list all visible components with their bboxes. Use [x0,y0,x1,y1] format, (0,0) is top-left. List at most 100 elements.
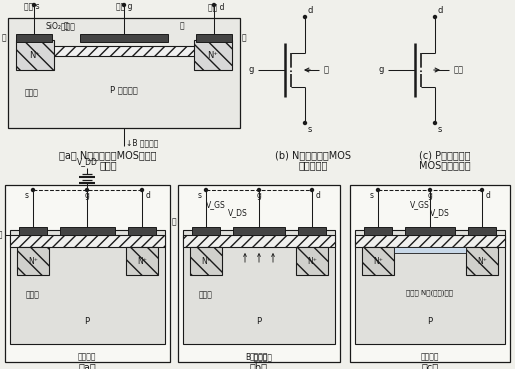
Bar [190,247,222,275]
Text: N⁺: N⁺ [137,256,147,266]
Bar [355,235,505,247]
Text: d: d [146,190,150,200]
Text: 铝: 铝 [2,34,6,42]
Bar [468,227,496,235]
Text: s: s [370,190,374,200]
Text: d: d [438,6,443,15]
Bar [350,185,510,362]
Text: 衬: 衬 [324,66,329,75]
Text: B 衬底引线: B 衬底引线 [246,352,272,362]
Bar [178,185,340,362]
Circle shape [123,3,126,7]
Text: （b）: （b） [250,362,268,369]
Text: s: s [308,125,313,134]
Text: N⁺: N⁺ [208,51,218,59]
Text: SiO₂绝缘层: SiO₂绝缘层 [45,21,75,31]
Text: V_GS: V_GS [410,200,430,210]
Circle shape [32,3,36,7]
Bar [128,227,156,235]
Text: （a） N沟道增强型MOS管结构: （a） N沟道增强型MOS管结构 [59,150,157,160]
Text: 衬底引线: 衬底引线 [250,352,268,362]
Text: 衬底引线: 衬底引线 [78,352,96,362]
Text: P: P [256,317,262,327]
Bar [10,230,165,344]
Text: N⁺: N⁺ [373,256,383,266]
Text: s: s [438,125,442,134]
Text: 铝: 铝 [242,34,247,42]
Text: N⁺: N⁺ [29,51,41,59]
Bar [10,235,165,247]
Bar [298,227,326,235]
Text: s: s [198,190,202,200]
Text: g: g [256,190,262,200]
Text: V_DS: V_DS [430,208,450,217]
Text: g: g [379,66,384,75]
Text: N⁺: N⁺ [307,256,317,266]
Text: V_GS: V_GS [206,200,226,210]
Text: 耗尽层: 耗尽层 [25,89,39,97]
Text: (c) P沟道增强型: (c) P沟道增强型 [419,150,471,160]
Bar [466,247,498,275]
Text: P: P [427,317,433,327]
Text: N⁺: N⁺ [201,256,211,266]
Text: 铝: 铝 [172,217,177,227]
Text: V_DS: V_DS [228,208,248,217]
Bar [196,34,232,42]
Bar [183,230,335,344]
Bar [183,235,335,247]
Circle shape [311,189,314,192]
Text: d: d [486,190,490,200]
Text: 衬底: 衬底 [454,66,464,75]
Text: 示意图: 示意图 [99,160,117,170]
Bar [194,40,232,70]
Circle shape [434,121,437,124]
Circle shape [31,189,35,192]
Bar [355,230,505,344]
Text: 源极 s: 源极 s [24,2,40,11]
Text: （a）: （a） [78,362,96,369]
Text: s: s [25,190,29,200]
Text: ↓B 衬底引线: ↓B 衬底引线 [126,138,159,148]
Bar [16,34,52,42]
Circle shape [376,189,380,192]
Bar [296,247,328,275]
Bar [19,227,47,235]
Circle shape [213,3,215,7]
Text: 栅极 g: 栅极 g [116,2,132,11]
Circle shape [258,189,261,192]
Bar [394,247,466,253]
Bar [5,185,170,362]
Circle shape [303,121,306,124]
Bar [8,18,240,128]
Text: 二氧化硅: 二氧化硅 [0,231,3,239]
Text: 管代表符号: 管代表符号 [298,160,328,170]
Text: 耗尽层: 耗尽层 [199,290,213,300]
Text: N⁺: N⁺ [28,256,38,266]
Text: d: d [308,6,313,15]
Bar [364,227,392,235]
Circle shape [204,189,208,192]
Bar [80,34,168,42]
Circle shape [428,189,432,192]
Bar [50,46,198,56]
Text: 铝: 铝 [180,21,184,31]
Bar [362,247,394,275]
Text: N⁺: N⁺ [477,256,487,266]
Circle shape [303,15,306,18]
Circle shape [434,15,437,18]
Bar [16,40,54,70]
Bar [233,227,285,235]
Bar [126,247,158,275]
Circle shape [480,189,484,192]
Text: P: P [84,317,90,327]
Bar [60,227,115,235]
Text: (b) N沟道增强型MOS: (b) N沟道增强型MOS [275,150,351,160]
Text: g: g [249,66,254,75]
Text: g: g [84,190,90,200]
Text: g: g [427,190,433,200]
Circle shape [141,189,144,192]
Text: 衬底引线: 衬底引线 [421,352,439,362]
Text: V_DD: V_DD [77,157,97,166]
Text: 铝: 铝 [64,21,68,31]
Bar [17,247,49,275]
